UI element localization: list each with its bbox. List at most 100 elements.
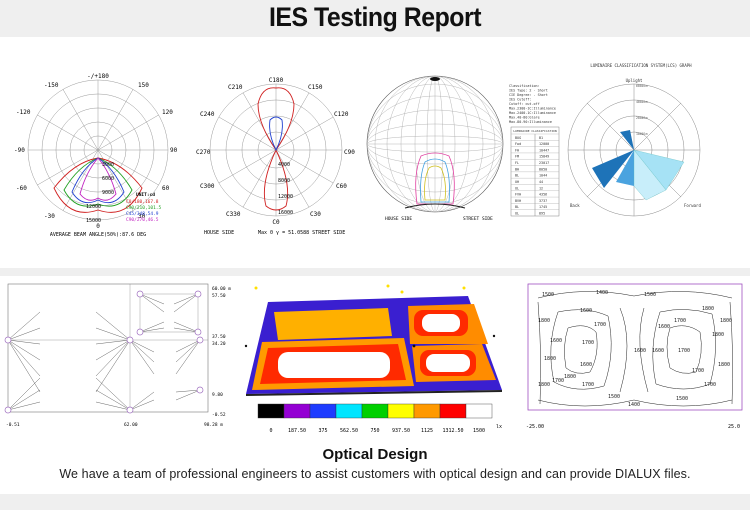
legend-label: 1312.50 [442,428,463,434]
value-label: 12000 [278,194,293,200]
angle-label: 150 [138,82,149,89]
legend-label: 562.50 [340,428,358,434]
isolux-sphere-chart: HOUSE SIDE STREET SIDE [366,75,504,222]
contour-label: 1600 [658,324,670,330]
legend-swatch [439,403,467,419]
legend-label: 1125 [421,428,433,434]
y-label: 57.50 [212,293,226,299]
section-description: We have a team of professional engineers… [59,467,691,481]
legend-swatch [335,403,363,419]
class-line: IES Type: 2 - Short [509,89,548,93]
bug-title: LUMINAIRE CLASSIFICATION SYSTEM(LCS) GRA… [590,63,692,68]
angle-label: 60 [162,185,170,192]
ring-label: 1000lm [636,132,648,136]
value-label: 3000 [102,162,114,168]
contour-label: 1600 [580,308,592,314]
legend-label: 937.50 [392,428,410,434]
bug-rating-chart: LUMINAIRE CLASSIFICATION SYSTEM(LCS) GRA… [567,63,701,217]
x-label: -25.00 [526,424,544,430]
table-cell: FM [515,155,519,159]
value-label: 12000 [86,204,101,210]
table-cell: UL [515,212,519,216]
angle-label: C300 [200,183,215,190]
ies-data-table: Classification: IES Type: 2 - Short CIE … [509,84,560,217]
table-cell: 8050 [539,167,547,171]
section-title: Optical Design [322,446,428,463]
contour-label: 1600 [652,348,664,354]
class-line: Classification: [509,84,540,88]
ring-label: 6000lm [636,84,648,88]
contour-label: 1700 [674,318,686,324]
legend-item: C45/348,54.9 [126,211,159,217]
contour-label: 1500 [676,396,688,402]
legend-label: 187.50 [288,428,306,434]
table-cell: 15849 [539,155,549,159]
angle-label: -60 [16,185,27,192]
contour-label: 1800 [702,306,714,312]
table-cell: 10447 [539,148,549,152]
class-line: Max.40-80:Glare [509,116,540,120]
value-label: 9000 [102,190,114,196]
legend-unit: lx [496,424,502,430]
table-cell: UL [515,186,519,190]
table-cell: 1044 [539,174,547,178]
table-cell: 12000 [539,142,549,146]
contour-label: 1700 [594,322,606,328]
beam-angle-footer: AVERAGE BEAM ANGLE(50%):87.6 DEG [50,232,146,238]
legend-title: UNIT:cd [136,192,155,198]
angle-label: 30 [138,213,146,220]
title-band [0,0,750,37]
y-label: 60.00 m [212,286,231,292]
back-low-sector [616,150,634,186]
table-cell: 1745 [539,205,547,209]
x-label: 25.0 [728,424,740,430]
table-cell: 12 [539,186,543,190]
forward-label: Forward [684,203,701,208]
value-label: 8000 [278,178,290,184]
angle-label: C210 [228,84,243,91]
footer-band [0,494,750,510]
angle-label: 90 [170,147,178,154]
table-cell: 44 [539,180,543,184]
class-line: Max.2300-1C:Illuminance [509,107,556,111]
value-label: 4000 [278,162,290,168]
angle-label: C120 [334,111,349,118]
y-label: 37.50 [212,334,226,340]
angle-label: C60 [336,183,347,190]
angle-label: C330 [226,211,241,218]
angle-label: C150 [308,84,323,91]
legend-label: 375 [318,428,327,434]
uplight-sector [620,130,634,150]
x-label: 98.28 m [204,422,223,428]
contour-label: 1600 [550,338,562,344]
angle-label: 120 [162,109,173,116]
legend-swatch [257,403,285,419]
value-label: 16000 [278,210,293,216]
table-header: LUMINAIRE CLASSIFICATION [513,129,557,133]
legend-swatch [361,403,389,419]
legend-swatch [387,403,415,419]
luminaire-layout-plan: 60.00 m 57.50 37.50 34.20 9.80 -0.52 -0.… [4,283,231,428]
contour-label: 1500 [608,394,620,400]
angle-label: C30 [310,211,321,218]
angle-label: -150 [44,82,59,89]
photometric-row: -/+180 150 -150 120 -120 90 -90 60 -60 3… [0,60,750,265]
contour-label: 1700 [552,378,564,384]
contour-label: 1600 [580,362,592,368]
angle-label: -90 [14,147,25,154]
heat-legend: 0 187.50 375 562.50 750 937.50 1125 1312.50 1500 [257,403,493,434]
angle-label: C0 [272,219,280,226]
table-cell: Fwd [515,142,521,146]
house-side-label: HOUSE SIDE [385,216,412,222]
contour-label: 1700 [692,368,704,374]
x-label: -0.51 [6,422,20,428]
contour-label: 1500 [542,292,554,298]
table-cell: BVH [515,199,521,203]
angle-label: -30 [44,213,55,220]
forward-low-sector [633,149,667,201]
contour-label: 1800 [538,318,550,324]
page-title: IES Testing Report [268,2,482,32]
table-cell: FL [515,161,519,165]
contour-label: 1400 [628,402,640,408]
angle-label: C270 [196,149,211,156]
